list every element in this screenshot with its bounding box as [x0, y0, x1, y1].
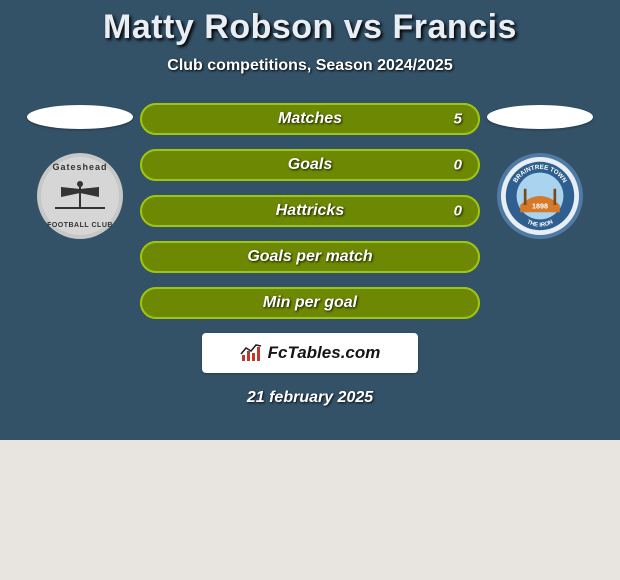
club-left-name: Gateshead [41, 163, 119, 172]
stat-pills: Matches 5 Goals 0 Hattricks 0 Goals per match M… [140, 103, 480, 319]
comparison-row: Gateshead FOOTBALL CLUB Matches5Goals0Ha… [0, 103, 620, 319]
page-subtitle: Club competitions, Season 2024/2025 [0, 57, 620, 75]
stat-pill: Goals 0 [140, 149, 480, 181]
stat-right-value: 0 [454, 203, 462, 220]
content-root: Matty Robson vs Francis Club competition… [0, 0, 620, 407]
page-title: Matty Robson vs Francis [0, 8, 620, 47]
stat-pill: Goals per match [140, 241, 480, 273]
stat-label: Min per goal [263, 294, 357, 312]
brand-chart-icon [240, 343, 262, 363]
club-left-sub: FOOTBALL CLUB [41, 222, 119, 229]
stat-label: Goals per match [247, 248, 372, 266]
report-date: 21 february 2025 [0, 389, 620, 407]
player-left-photo-slot [27, 105, 133, 129]
stat-label: Hattricks [276, 202, 344, 220]
player-right-photo-slot [487, 105, 593, 129]
brand-label: FcTables.com [268, 343, 381, 363]
club-left-badge: Gateshead FOOTBALL CLUB [37, 153, 123, 239]
stat-right-value: 5 [454, 111, 462, 128]
stat-label: Goals [288, 156, 332, 174]
stat-pill: Matches 5 [140, 103, 480, 135]
stat-label: Matches [278, 110, 342, 128]
club-right-badge-art: 1898 BRAINTREE TOWN THE IRON [504, 160, 576, 232]
player-right-col: 1898 BRAINTREE TOWN THE IRON [480, 103, 600, 239]
club-right-year: 1898 [532, 202, 548, 211]
angel-icon [55, 179, 105, 213]
stat-pill: Hattricks 0 [140, 195, 480, 227]
club-right-badge: 1898 BRAINTREE TOWN THE IRON [497, 153, 583, 239]
player-left-col: Gateshead FOOTBALL CLUB [20, 103, 140, 239]
brand-badge: FcTables.com [202, 333, 418, 373]
stat-right-value: 0 [454, 157, 462, 174]
stat-pill: Min per goal [140, 287, 480, 319]
